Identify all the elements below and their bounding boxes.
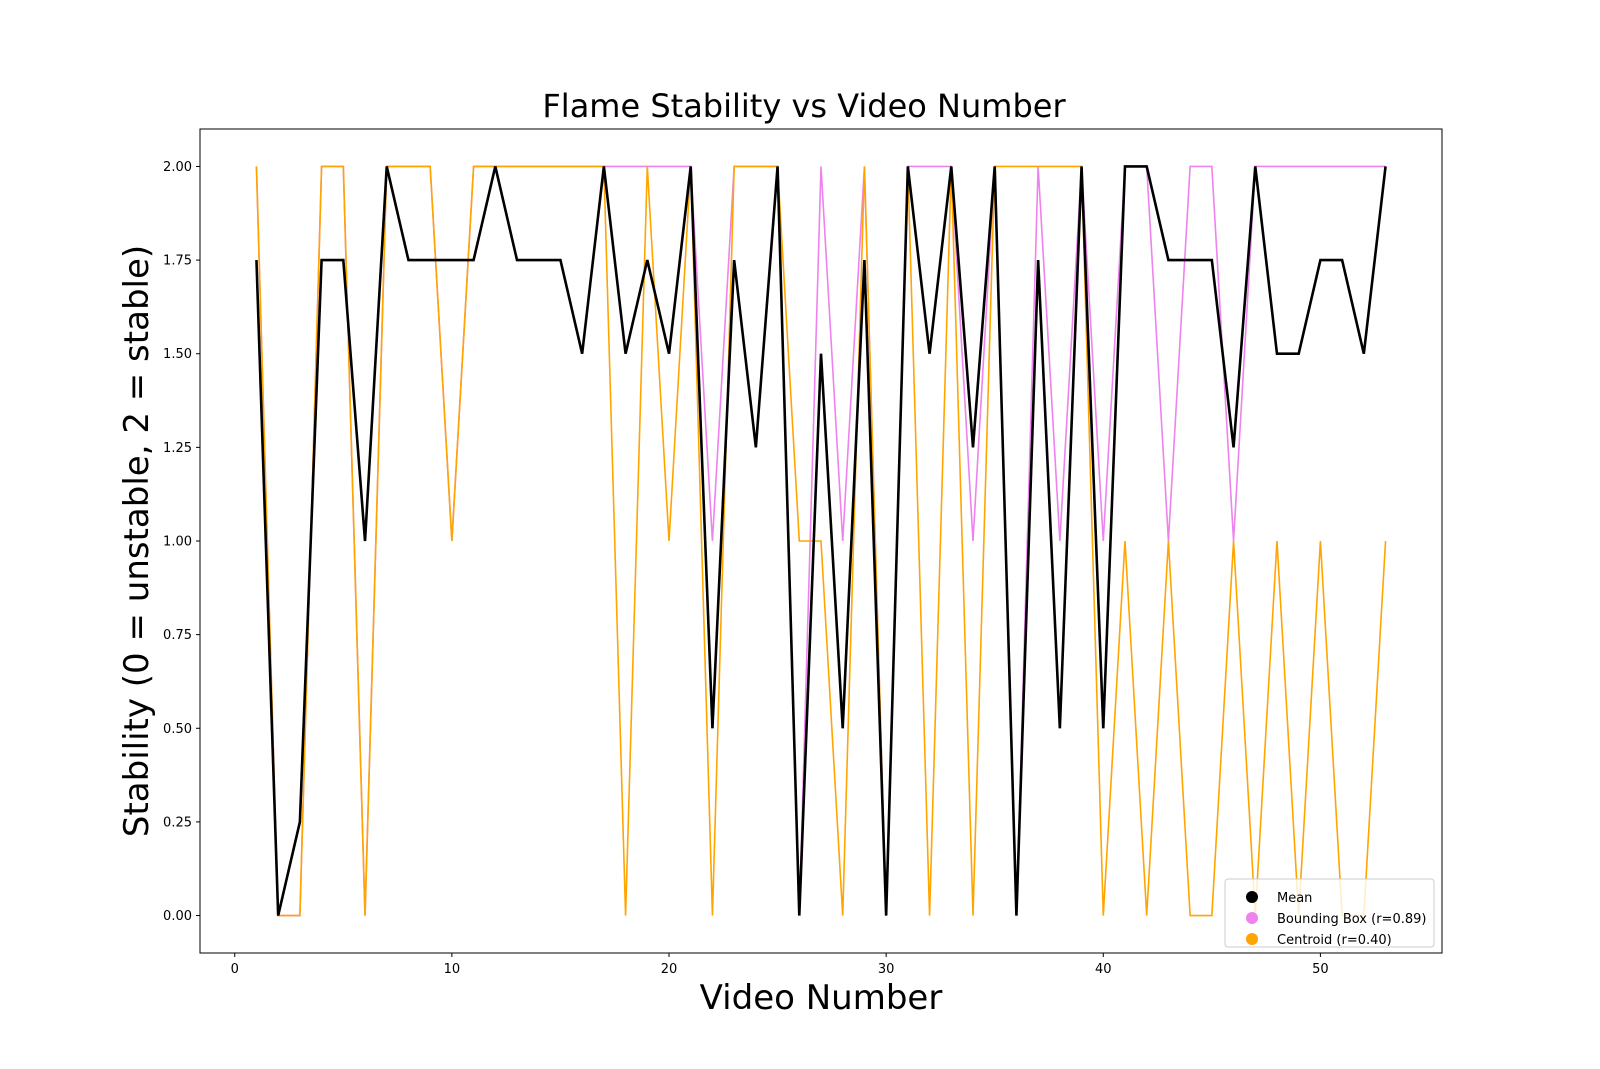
y-tick-label: 2.00 [163,160,192,175]
legend-box [1224,878,1435,948]
y-tick-label: 1.50 [163,347,192,362]
legend-marker [1246,933,1258,945]
y-tick-label: 1.00 [163,535,192,550]
plot-lines [255,165,1387,917]
y-tick-label: 0.00 [163,909,192,924]
legend-label: Bounding Box (r=0.89) [1277,912,1426,927]
x-axis-label: Video Number [700,978,943,1018]
x-axis-ticks: 0 10 20 30 40 50 [231,953,1329,977]
y-axis-label: Stability (0 = unstable, 2 = stable) [117,245,157,837]
x-tick-label: 40 [1095,962,1112,977]
legend-label: Mean [1277,891,1312,906]
x-tick-label: 30 [878,962,895,977]
x-tick-label: 10 [444,962,461,977]
legend-marker [1246,912,1258,924]
legend: Mean Bounding Box (r=0.89) Centroid (r=0.4… [1224,878,1435,948]
y-tick-label: 1.25 [163,441,192,456]
legend-label: Centroid (r=0.40) [1277,933,1392,948]
legend-marker [1246,891,1258,903]
y-tick-label: 0.25 [163,815,192,830]
series-line-2 [255,165,1387,916]
x-tick-label: 50 [1312,962,1329,977]
y-tick-label: 1.75 [163,254,192,269]
y-tick-label: 0.75 [163,628,192,643]
chart-title: Flame Stability vs Video Number [542,87,1066,125]
y-axis-ticks: 0.00 0.25 0.50 0.75 1.00 1.25 1.50 1.75 2.00 [163,160,200,924]
x-tick-label: 0 [231,962,239,977]
y-tick-label: 0.50 [163,722,192,737]
series-line-1 [255,165,1387,917]
x-tick-label: 20 [661,962,678,977]
